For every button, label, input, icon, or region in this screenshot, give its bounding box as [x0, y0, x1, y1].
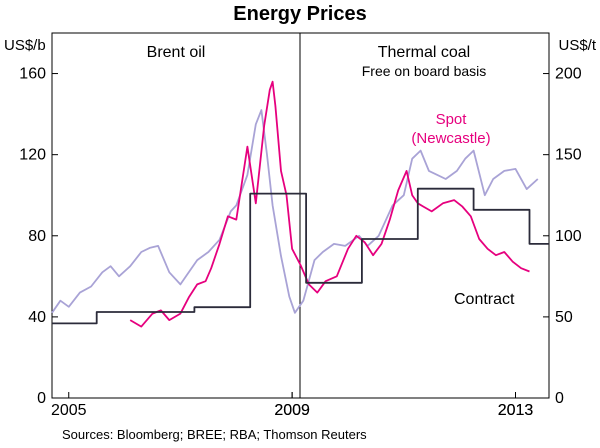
spot-label-sub: (Newcastle) — [411, 130, 490, 147]
y-tick-label-right: 100 — [555, 228, 582, 245]
x-tick-label: 2013 — [498, 402, 534, 419]
chart-title: Energy Prices — [233, 3, 366, 25]
x-tick-label: 2005 — [51, 402, 87, 419]
y-tick-label-right: 150 — [555, 147, 582, 164]
x-tick-label: 2013 — [498, 402, 534, 419]
right-axis-unit: US$/t — [558, 37, 596, 54]
y-tick-label-left: 80 — [28, 228, 46, 245]
y-tick-label-left: 160 — [19, 66, 46, 83]
x-tick-label: 2009 — [274, 402, 310, 419]
spot-label: Spot — [436, 111, 468, 128]
y-tick-label-right: 200 — [555, 66, 582, 83]
y-tick-label-left: 0 — [37, 390, 46, 407]
brent-oil-line — [51, 109, 539, 314]
x-tick-label: 2009 — [274, 402, 310, 419]
y-tick-label-right: 0 — [555, 390, 564, 407]
y-tick-label-left: 40 — [28, 309, 46, 326]
coal-panel-subtitle: Free on board basis — [362, 63, 487, 79]
contract-label: Contract — [454, 291, 515, 308]
left-axis-unit: US$/b — [4, 37, 46, 54]
spot-newcastle-line — [129, 80, 530, 328]
y-tick-label-right: 50 — [555, 309, 573, 326]
oil-panel-title: Brent oil — [147, 44, 206, 61]
contract-line — [52, 187, 549, 325]
y-tick-label-left: 120 — [19, 147, 46, 164]
coal-panel-title: Thermal coal — [378, 44, 470, 61]
source-note: Sources: Bloomberg; BREE; RBA; Thomson R… — [62, 427, 367, 442]
